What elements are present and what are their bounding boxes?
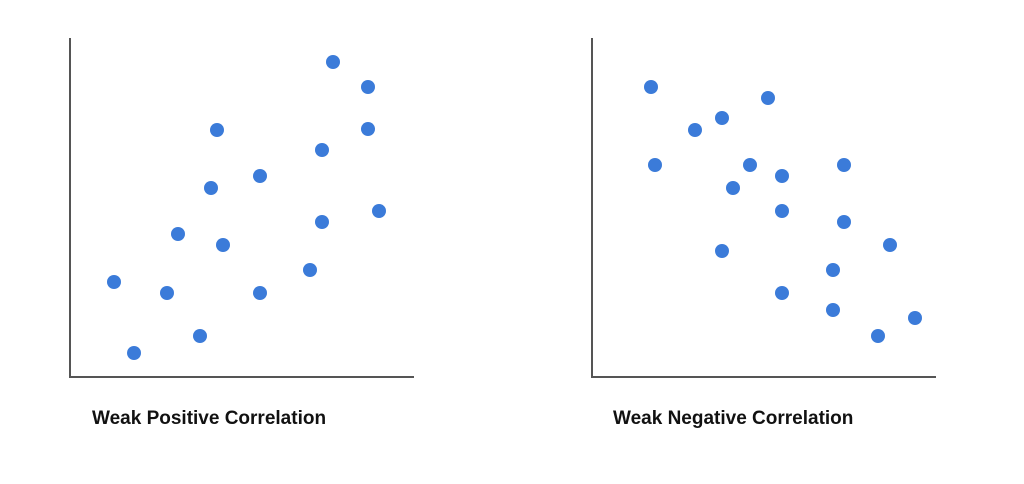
positive-correlation-panel: Weak Positive Correlation <box>69 38 414 429</box>
data-point <box>908 311 922 325</box>
data-point <box>193 329 207 343</box>
data-point <box>253 169 267 183</box>
data-point <box>210 123 224 137</box>
data-point <box>644 80 658 94</box>
data-point <box>715 111 729 125</box>
data-point <box>826 263 840 277</box>
data-point <box>303 263 317 277</box>
data-point <box>726 181 740 195</box>
chart-title: Weak Positive Correlation <box>92 408 327 429</box>
data-point <box>361 80 375 94</box>
data-point <box>743 158 757 172</box>
chart-title: Weak Negative Correlation <box>613 408 854 429</box>
data-point <box>127 346 141 360</box>
data-point <box>775 286 789 300</box>
data-point <box>160 286 174 300</box>
data-point <box>216 238 230 252</box>
data-point <box>204 181 218 195</box>
data-point <box>688 123 702 137</box>
data-point <box>837 158 851 172</box>
x-axis <box>69 376 414 378</box>
data-point <box>715 244 729 258</box>
data-point <box>775 169 789 183</box>
data-point <box>361 122 375 136</box>
data-point <box>775 204 789 218</box>
x-axis <box>591 376 936 378</box>
data-point <box>648 158 662 172</box>
data-point <box>883 238 897 252</box>
data-point <box>826 303 840 317</box>
data-point <box>171 227 185 241</box>
data-point <box>326 55 340 69</box>
data-point <box>837 215 851 229</box>
data-point <box>107 275 121 289</box>
data-point <box>761 91 775 105</box>
data-point <box>871 329 885 343</box>
data-point <box>315 143 329 157</box>
y-axis <box>591 38 593 378</box>
data-point <box>372 204 386 218</box>
y-axis <box>69 38 71 378</box>
data-point <box>253 286 267 300</box>
data-point <box>315 215 329 229</box>
